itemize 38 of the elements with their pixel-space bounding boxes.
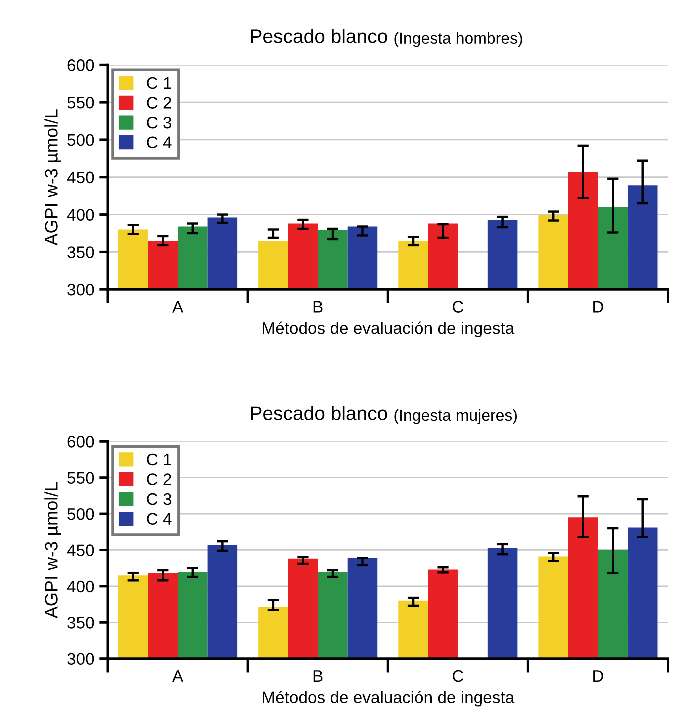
y-tick-label: 300 xyxy=(68,284,94,296)
y-axis-title: AGPI w-3 µmol/L xyxy=(44,110,62,246)
legend-label: C 4 xyxy=(147,513,172,526)
legend-label: C 1 xyxy=(147,454,172,466)
y-tick-label: 450 xyxy=(67,544,94,556)
y-tick-label: 450 xyxy=(67,172,94,184)
y-tick-label: 500 xyxy=(68,508,94,520)
y-tick-label: 350 xyxy=(68,617,94,629)
chart-title: Pescado blanco xyxy=(251,29,388,44)
legend-label: C 3 xyxy=(147,493,172,506)
x-tick-label: C xyxy=(452,301,464,313)
legend-label: C 1 xyxy=(147,77,172,90)
y-axis-title: AGPI w-3 µmol/L xyxy=(44,482,62,619)
chart-title: Pescado blanco xyxy=(251,406,388,420)
x-tick-label: B xyxy=(314,670,323,682)
y-tick-label: 550 xyxy=(68,472,94,484)
x-tick-label: D xyxy=(594,670,604,682)
legend-label: C 4 xyxy=(147,136,172,149)
y-tick-label: 350 xyxy=(68,246,94,258)
y-tick-label: 300 xyxy=(68,653,94,666)
legend-label: C 2 xyxy=(147,97,172,109)
y-tick-label: 500 xyxy=(68,134,94,146)
x-tick-label: B xyxy=(314,301,323,313)
x-tick-label: D xyxy=(594,301,604,313)
x-axis-title: Métodos de evaluación de ingesta xyxy=(263,691,515,707)
y-tick-label: 550 xyxy=(68,96,94,109)
chart-subtitle: (Ingesta mujeres) xyxy=(394,409,518,424)
x-tick-label: A xyxy=(172,670,184,682)
y-tick-label: 600 xyxy=(68,60,94,72)
x-axis-title: Métodos de evaluación de ingesta xyxy=(263,322,515,338)
legend-label: C 2 xyxy=(147,474,172,486)
chart-subtitle: (Ingesta hombres) xyxy=(394,32,522,48)
legend-label: C 3 xyxy=(147,116,172,129)
y-tick-label: 400 xyxy=(67,209,94,221)
x-tick-label: A xyxy=(172,301,184,313)
y-tick-label: 400 xyxy=(67,580,94,593)
y-tick-label: 600 xyxy=(68,436,94,448)
x-tick-label: C xyxy=(452,670,464,682)
